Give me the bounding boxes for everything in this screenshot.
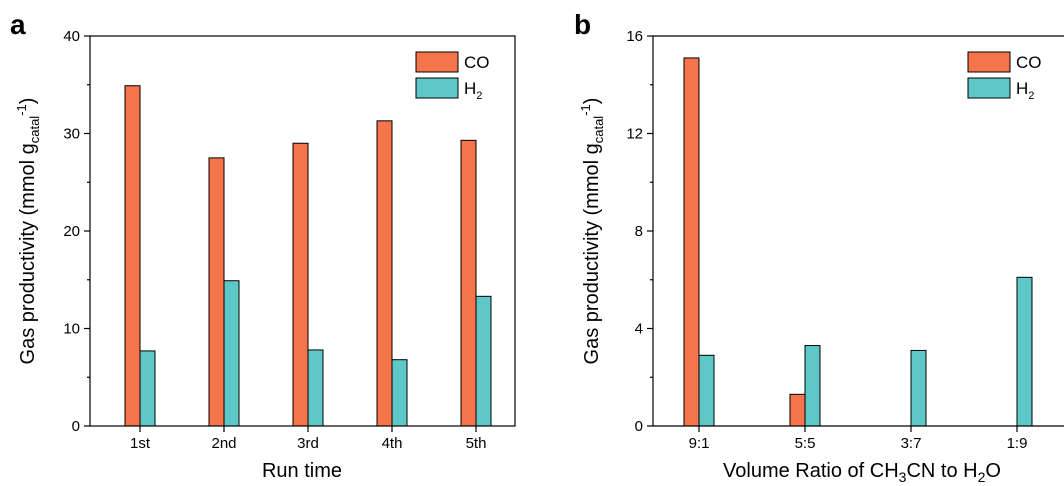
panel-b-x-ticks: 9:1 5:5 3:7 1:9 <box>689 426 1028 452</box>
panel-a-bar-h2-5th <box>475 295 492 427</box>
panel-b-bar-h2-3-7 <box>910 349 927 427</box>
panel-a-bar-h2-3rd <box>307 349 324 427</box>
panel-b-bar-h2-5-5 <box>804 345 821 427</box>
panel-b-y-ticks: 0 4 8 12 16 <box>626 28 653 435</box>
panel-b-x-tick-label: 9:1 <box>689 435 710 452</box>
panel-a-bar-h2-2nd <box>223 280 240 427</box>
panel-b-x-tick-label: 1:9 <box>1007 435 1028 452</box>
panel-a-bar-co-4th <box>376 120 393 427</box>
panel-b-legend-h2-label: H2 <box>1016 79 1034 102</box>
panel-b-bar-co-9-1 <box>683 57 700 427</box>
panel-a-x-tick-label: 2nd <box>211 435 236 452</box>
panel-b-x-axis-label: Volume Ratio of CH3CN to H2O <box>723 460 1001 485</box>
panel-b-legend-co-swatch <box>967 51 1011 73</box>
panel-a-bar-co-1st <box>124 85 141 427</box>
panel-b-bar-h2-9-1 <box>698 354 715 427</box>
panel-b: b 0 4 8 12 16 9:1 5:5 3:7 1:9 Gas productivity … <box>574 9 1064 485</box>
panel-a-y-tick-label: 0 <box>72 418 80 435</box>
panel-a-bar-co-5th <box>460 139 477 427</box>
panel-b-letter: b <box>574 9 591 40</box>
panel-a-x-tick-label: 1st <box>130 435 151 452</box>
panel-a-y-ticks: 0 10 20 30 40 <box>63 28 90 435</box>
panel-b-bar-h2-1-9 <box>1016 276 1033 427</box>
panel-a-x-tick-label: 5th <box>466 435 487 452</box>
panel-a-legend-h2-swatch <box>415 77 459 99</box>
panel-b-y-tick-label: 0 <box>635 418 643 435</box>
panel-b-bar-co-5-5 <box>789 393 806 427</box>
panel-b-legend-co-label: CO <box>1016 53 1042 72</box>
panel-b-y-tick-label: 12 <box>626 126 643 143</box>
panel-a-legend-co-swatch <box>415 51 459 73</box>
panel-a-legend-h2-label: H2 <box>464 79 482 102</box>
panel-a-x-ticks: 1st 2nd 3rd 4th 5th <box>130 426 486 452</box>
panel-a-legend-co-label: CO <box>464 53 490 72</box>
panel-b-y-axis-label: Gas productivity (mmol gcatal-1) <box>578 98 606 365</box>
panel-b-plot-frame <box>652 35 1064 427</box>
panel-a-bar-co-2nd <box>208 157 225 427</box>
panel-a-y-tick-label: 10 <box>63 321 80 338</box>
panel-a-bar-h2-4th <box>391 359 408 427</box>
panel-b-legend: CO H2 <box>967 51 1042 102</box>
panel-a-x-tick-label: 3rd <box>297 435 319 452</box>
panel-a-y-tick-label: 20 <box>63 223 80 240</box>
panel-a-x-tick-label: 4th <box>382 435 403 452</box>
panel-b-y-tick-label: 16 <box>626 28 643 45</box>
panel-a-y-axis-label: Gas productivity (mmol gcatal-1) <box>14 98 42 365</box>
panel-b-y-tick-label: 8 <box>635 223 643 240</box>
panel-b-x-tick-label: 3:7 <box>901 435 922 452</box>
panel-a-plot-frame <box>89 35 516 427</box>
panel-b-y-tick-label: 4 <box>635 321 643 338</box>
panel-a: a 0 10 20 30 40 1st 2nd 3rd 4th 5th Gas producti… <box>10 9 516 482</box>
panel-a-y-tick-label: 30 <box>63 126 80 143</box>
panel-a-x-axis-label: Run time <box>262 460 342 482</box>
panel-a-bars <box>124 85 492 427</box>
panel-a-legend: CO H2 <box>415 51 490 102</box>
panel-a-bar-co-3rd <box>292 142 309 427</box>
panel-b-legend-h2-swatch <box>967 77 1011 99</box>
panel-b-x-tick-label: 5:5 <box>795 435 816 452</box>
panel-a-y-tick-label: 40 <box>63 28 80 45</box>
panel-a-letter: a <box>10 9 26 40</box>
panel-b-bars <box>683 57 1033 427</box>
panel-a-bar-h2-1st <box>139 350 156 427</box>
